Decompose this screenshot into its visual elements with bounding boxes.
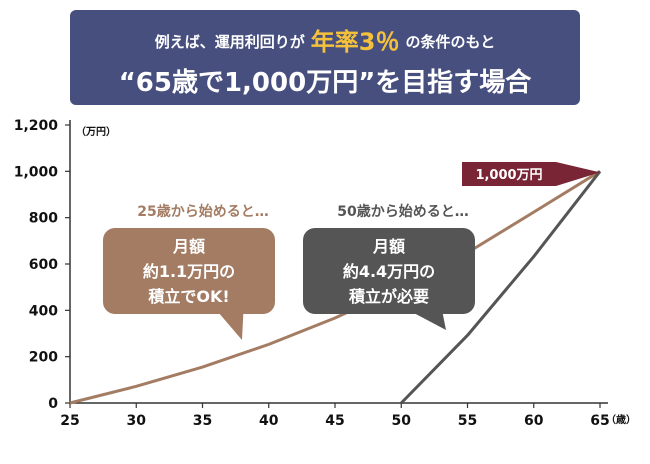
title-banner: 例えば、運用利回りが 年率3％ の条件のもと “65歳で1,000万円”を目指す場合 (70, 10, 580, 105)
bubble-50-line: 約4.4万円の (343, 262, 435, 281)
target-flag-pointer (556, 162, 600, 186)
banner-subtitle-after: の条件のもと (405, 33, 496, 51)
bubble-25-line: 積立でOK! (147, 287, 229, 306)
bubble-50-lead: 50歳から始めると… (337, 203, 468, 220)
y-tick-label: 800 (29, 211, 58, 227)
bubble-25-box (103, 228, 275, 314)
x-tick-label: 55 (458, 413, 477, 429)
series-line-start-50 (400, 170, 602, 405)
y-unit-label: （万円） (76, 125, 116, 138)
bubble-50-line: 積立が必要 (348, 287, 429, 306)
bubble-25-lead: 25歳から始めると… (137, 203, 268, 220)
x-unit-label: （歳） (606, 413, 636, 426)
bubble-50-box (303, 228, 475, 314)
x-tick-label: 35 (193, 413, 212, 429)
x-tick-label: 60 (524, 413, 544, 429)
x-tick-label: 30 (127, 413, 147, 429)
bubble-25-tail (218, 300, 244, 340)
x-tick-label: 45 (325, 413, 344, 429)
x-tick-label: 40 (259, 413, 279, 429)
target-flag (462, 162, 556, 186)
y-tick-label: 1,200 (14, 118, 59, 134)
y-tick-label: 400 (29, 303, 58, 319)
target-flag-label: 1,000万円 (475, 168, 542, 183)
y-tick-label: 0 (48, 396, 58, 412)
banner-title: “65歳で1,000万円”を目指す場合 (118, 68, 532, 98)
x-tick-label: 65 (590, 413, 609, 429)
banner-subtitle-before: 例えば、運用利回りが (154, 33, 305, 51)
bubble-50-line: 月額 (372, 237, 405, 256)
banner-subtitle: 例えば、運用利回りが 年率3％ の条件のもと (70, 22, 580, 57)
y-tick-label: 1,000 (14, 164, 59, 180)
x-tick-label: 25 (60, 413, 79, 429)
x-tick-label: 50 (392, 413, 412, 429)
y-tick-label: 600 (29, 257, 58, 273)
bubble-25-line: 約1.1万円の (143, 262, 235, 281)
bubble-50-tail (412, 300, 446, 330)
banner-highlight-rate: 年率3％ (310, 28, 400, 56)
chart-axes: 0 200 400 600 800 1,000 1,200 25 30 35 40 45 50 55 60 6… (14, 118, 636, 429)
bubble-25-line: 月額 (172, 237, 205, 256)
y-tick-label: 200 (29, 350, 58, 366)
